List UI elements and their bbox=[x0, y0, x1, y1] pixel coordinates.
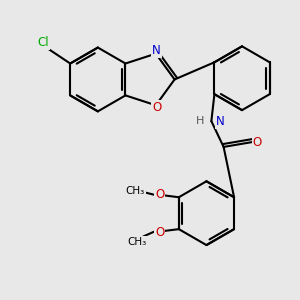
Text: CH₃: CH₃ bbox=[128, 237, 147, 247]
Text: O: O bbox=[253, 136, 262, 148]
Text: CH₃: CH₃ bbox=[126, 186, 145, 196]
Text: O: O bbox=[152, 101, 162, 114]
Text: N: N bbox=[216, 115, 224, 128]
Text: O: O bbox=[155, 188, 164, 201]
Text: Cl: Cl bbox=[38, 36, 49, 49]
Text: H: H bbox=[196, 116, 204, 126]
Text: N: N bbox=[152, 44, 161, 57]
Text: O: O bbox=[155, 226, 164, 239]
